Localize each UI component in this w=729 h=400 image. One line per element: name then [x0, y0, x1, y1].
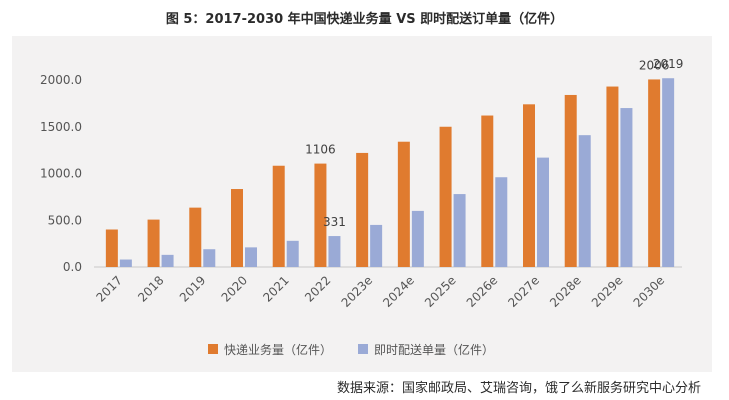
bar-value-label: 331: [323, 215, 346, 229]
instant-delivery-bar: [161, 254, 174, 267]
express-volume-bar: [606, 86, 619, 267]
express-volume-bar: [147, 219, 160, 267]
data-source-note: 数据来源：国家邮政局、艾瑞咨询，饿了么新服务研究中心分析: [336, 381, 701, 396]
express-volume-bar: [189, 207, 202, 267]
express-volume-bar: [231, 189, 243, 267]
x-tick-label: 2030e: [631, 273, 668, 310]
x-tick-label: 2028e: [547, 273, 584, 310]
x-tick-label: 2026e: [464, 273, 501, 310]
x-tick-label: 2020: [219, 273, 250, 304]
x-tick-label: 2029e: [589, 273, 626, 310]
instant-delivery-bar: [662, 78, 675, 267]
bar-value-label: 1106: [305, 143, 336, 157]
instant-delivery-bar: [411, 210, 424, 267]
express-volume-bar: [523, 104, 535, 267]
legend-label: 快递业务量（亿件）: [224, 342, 332, 357]
y-tick-label: 1000.0: [40, 167, 82, 181]
y-tick-label: 500.0: [48, 213, 82, 227]
x-tick-label: 2027e: [505, 273, 542, 310]
x-tick-label: 2025e: [422, 273, 459, 310]
x-tick-label: 2017: [93, 273, 124, 304]
instant-delivery-bar: [370, 224, 383, 267]
legend: 快递业务量（亿件） 即时配送单量（亿件）: [208, 342, 494, 357]
express-volume-bar: [314, 163, 327, 267]
legend-label: 即时配送单量（亿件）: [374, 342, 494, 357]
express-volume-bar: [356, 152, 369, 267]
legend-swatch-instant: [358, 344, 368, 354]
express-volume-bar: [648, 79, 661, 267]
express-volume-bar: [481, 115, 494, 267]
express-volume-bar: [105, 229, 118, 267]
bar-value-label: 2019: [653, 57, 684, 71]
instant-delivery-bar: [119, 259, 132, 267]
instant-delivery-bar: [245, 247, 257, 267]
instant-delivery-bar: [286, 240, 299, 267]
express-volume-bar: [397, 141, 410, 267]
x-tick-label: 2019: [177, 273, 208, 304]
y-axis-ticks: 0.0 500.0 1000.0 1500.0 2000.0: [40, 73, 82, 274]
x-tick-label: 2018: [135, 273, 166, 304]
chart-panel: 0.0 500.0 1000.0 1500.0 2000.0 1106 331 2006 20…: [12, 36, 712, 372]
instant-delivery-bar: [537, 157, 549, 267]
bar-series: [105, 78, 675, 268]
x-tick-label: 2024e: [380, 273, 417, 310]
y-tick-label: 1500.0: [40, 120, 82, 134]
x-tick-label: 2021: [260, 273, 291, 304]
express-volume-bar: [439, 126, 452, 267]
y-tick-label: 2000.0: [40, 73, 82, 87]
instant-delivery-bar: [203, 249, 216, 267]
bar-value-label: 2006: [639, 58, 670, 72]
x-tick-label: 2023e: [339, 273, 376, 310]
x-tick-label: 2022: [302, 273, 333, 304]
x-axis-ticks: 2017 2018 2019 2020 2021 2022 2023e 2024e 2025e 2…: [93, 273, 667, 310]
instant-delivery-bar: [328, 236, 341, 267]
express-volume-bar: [564, 94, 577, 268]
legend-swatch-express: [208, 344, 218, 354]
instant-delivery-bar: [495, 177, 508, 267]
chart-title: 图 5：2017-2030 年中国快递业务量 VS 即时配送订单量（亿件）: [165, 12, 564, 27]
instant-delivery-bar: [578, 135, 591, 267]
express-volume-bar: [272, 165, 285, 267]
instant-delivery-bar: [453, 194, 466, 267]
instant-delivery-bar: [620, 108, 633, 267]
y-tick-label: 0.0: [63, 260, 82, 274]
